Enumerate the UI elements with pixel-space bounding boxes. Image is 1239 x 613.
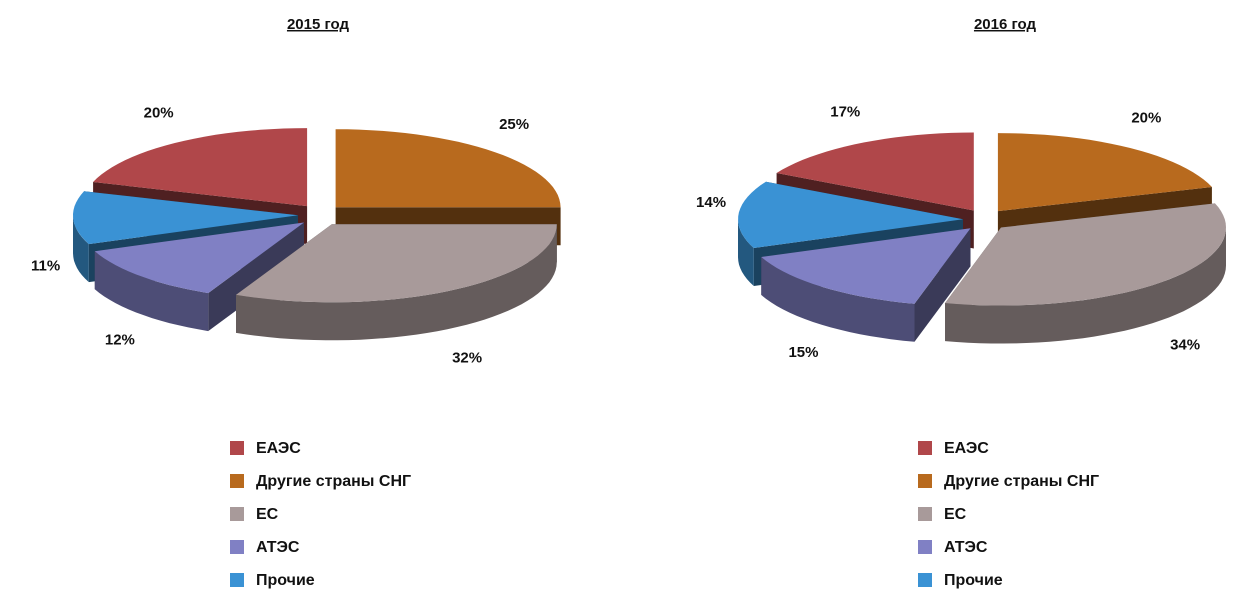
data-label: 20% (1131, 109, 1161, 126)
slice-rim (236, 224, 557, 341)
slice-rim (94, 251, 209, 332)
slice (997, 133, 1212, 212)
legend-label: ЕАЭС (256, 440, 301, 457)
legend-label: Прочие (944, 572, 1003, 589)
legend-swatch (230, 573, 244, 587)
legend-swatch (918, 441, 932, 455)
slice (93, 128, 308, 207)
legend-label: ЕАЭС (944, 440, 989, 457)
legend-swatch (918, 573, 932, 587)
slice (761, 228, 971, 304)
legend-swatch (230, 474, 244, 488)
data-label: 34% (1170, 336, 1200, 353)
legend-swatch (230, 507, 244, 521)
legend-label: ЕС (256, 506, 279, 523)
legend-label: АТЭС (256, 539, 300, 556)
data-label: 25% (499, 116, 529, 133)
data-label: 14% (696, 194, 726, 211)
data-label: 17% (830, 104, 860, 121)
legend-swatch (918, 540, 932, 554)
slice (73, 191, 298, 245)
legend-swatch (918, 507, 932, 521)
legend-swatch (230, 441, 244, 455)
data-label: 20% (144, 104, 174, 121)
chart-title: 2016 год (974, 16, 1037, 33)
slice (945, 203, 1226, 306)
slice (236, 224, 557, 303)
slice (738, 181, 963, 248)
slice-side (914, 228, 971, 342)
legend-swatch (918, 474, 932, 488)
legend-label: Другие страны СНГ (944, 473, 1099, 490)
slice (776, 132, 974, 211)
slice (335, 129, 561, 208)
data-label: 32% (452, 349, 482, 366)
slice-rim (738, 219, 754, 286)
slice-rim (73, 215, 89, 283)
legend-label: АТЭС (944, 539, 988, 556)
data-label: 15% (788, 344, 818, 361)
data-label: 12% (105, 331, 135, 348)
chart-title: 2015 год (287, 16, 350, 33)
slice-rim (945, 227, 1226, 344)
slice (94, 222, 304, 294)
slice-side (208, 222, 304, 332)
legend-label: ЕС (944, 506, 967, 523)
legend-label: Прочие (256, 572, 315, 589)
data-label: 11% (31, 258, 60, 275)
legend-label: Другие страны СНГ (256, 473, 411, 490)
legend-swatch (230, 540, 244, 554)
slice-rim (761, 257, 915, 342)
